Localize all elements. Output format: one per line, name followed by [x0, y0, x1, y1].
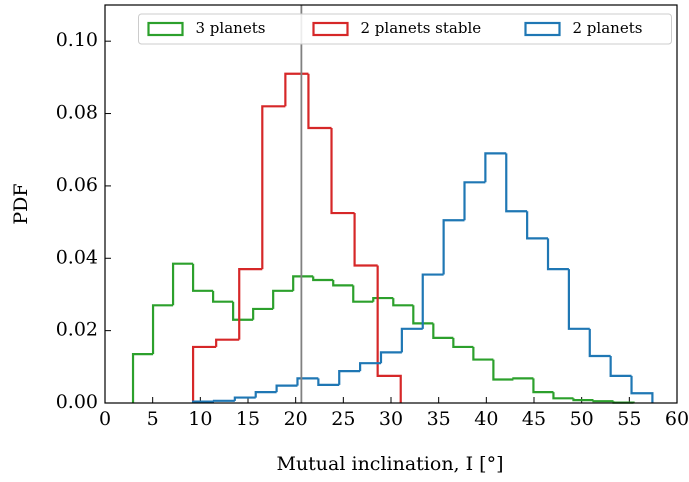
- histogram-step: [338, 370, 361, 385]
- y-tick-label: 0.04: [56, 246, 98, 268]
- x-tick-label: 45: [522, 408, 546, 430]
- x-tick-label: 55: [617, 408, 641, 430]
- histogram-step: [332, 279, 354, 287]
- histogram-step: [505, 153, 528, 213]
- x-axis-label: Mutual inclination, I [°]: [276, 453, 503, 475]
- x-tick-label: 0: [99, 408, 111, 430]
- histogram-step: [317, 378, 340, 387]
- histogram-step: [131, 353, 154, 403]
- y-tick-label: 0.10: [56, 29, 98, 51]
- histogram-step: [212, 399, 235, 402]
- histogram-step: [212, 290, 234, 303]
- histogram-step: [353, 213, 378, 267]
- histogram-step: [588, 328, 611, 358]
- histogram-step: [215, 338, 240, 347]
- x-tick-label: 50: [570, 408, 594, 430]
- histogram-step: [376, 265, 402, 403]
- legend-swatch: [312, 21, 349, 37]
- histogram-step: [546, 238, 569, 271]
- histogram-step: [421, 273, 444, 329]
- y-tick-label: 0.08: [56, 102, 98, 124]
- histogram-step: [400, 327, 423, 353]
- histogram-step: [272, 289, 294, 309]
- histogram-step: [592, 400, 614, 403]
- histogram-step: [312, 276, 334, 282]
- histogram-step: [392, 298, 414, 307]
- x-tick-label: 15: [236, 408, 260, 430]
- histogram-step: [191, 345, 217, 403]
- histogram-step: [452, 337, 474, 349]
- legend-swatch: [147, 21, 184, 37]
- histogram-step: [532, 378, 554, 394]
- x-tick-label: 20: [284, 408, 308, 430]
- histogram-step: [254, 391, 277, 398]
- legend-label: 2 planets: [573, 19, 643, 37]
- histogram-step: [432, 323, 454, 339]
- x-tick-label: 40: [474, 408, 498, 430]
- histogram-step: [492, 359, 514, 381]
- histogram-step: [284, 72, 309, 107]
- histogram-step: [372, 296, 394, 302]
- x-tick-label: 30: [379, 408, 403, 430]
- histogram-step: [552, 392, 574, 400]
- y-tick-label: 0.06: [56, 174, 98, 196]
- y-axis-label: PDF: [10, 183, 32, 224]
- legend-label: 2 planets stable: [361, 19, 482, 37]
- histogram-step: [238, 268, 263, 340]
- histogram-step: [630, 375, 654, 403]
- histogram-step: [330, 128, 355, 215]
- histogram-step: [572, 398, 594, 402]
- histogram-step: [275, 384, 298, 393]
- histogram-step: [191, 263, 214, 292]
- histogram-step: [609, 355, 632, 377]
- histogram-step: [352, 285, 374, 303]
- histogram-step: [171, 262, 194, 306]
- histogram-step: [379, 351, 402, 364]
- x-tick-label: 25: [331, 408, 355, 430]
- histogram-step: [296, 377, 319, 386]
- histogram-step: [472, 346, 494, 361]
- histogram-step: [463, 181, 486, 221]
- x-tick-label: 35: [427, 408, 451, 430]
- histogram-step: [292, 275, 314, 291]
- plot-frame: [104, 4, 678, 404]
- histogram-step: [359, 362, 381, 372]
- histogram-step: [233, 396, 256, 401]
- histogram-step: [307, 73, 332, 130]
- y-tick-label: 0.00: [56, 391, 98, 413]
- histogram-step: [252, 307, 274, 320]
- histogram-step: [567, 269, 590, 330]
- histogram-step: [512, 377, 534, 380]
- x-tick-label: 60: [665, 408, 689, 430]
- x-tick-label: 10: [188, 408, 212, 430]
- histogram-step: [442, 219, 465, 275]
- histogram-step: [412, 305, 434, 325]
- y-tick-label: 0.02: [56, 319, 98, 341]
- legend-label: 3 planets: [196, 19, 266, 37]
- x-tick-label: 5: [147, 408, 159, 430]
- histogram-step: [526, 211, 549, 240]
- histogram-step: [232, 301, 254, 321]
- histogram-step: [151, 304, 174, 355]
- legend-box: [138, 13, 672, 45]
- legend-swatch: [524, 21, 561, 37]
- histogram-step: [261, 105, 286, 270]
- histogram-step: [484, 152, 507, 183]
